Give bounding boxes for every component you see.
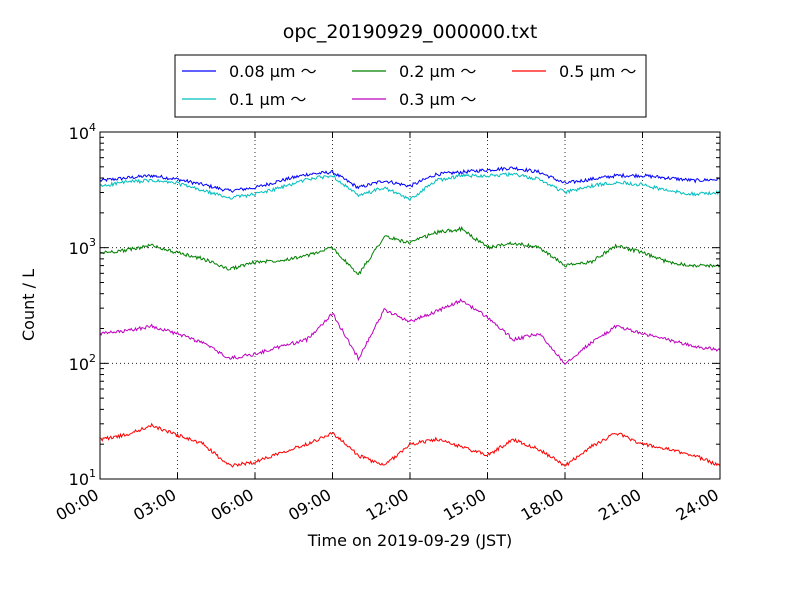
x-tick-label-1200: 12:00 [363, 485, 412, 525]
legend-label-3: 0.3 μm ～ [399, 90, 476, 109]
legend-label-0: 0.08 μm ～ [229, 62, 317, 81]
series-line-1 [99, 171, 721, 202]
y-tick-labels: 101 102 103 104 [69, 121, 96, 489]
chart-title: opc_20190929_000000.txt [283, 21, 538, 43]
y-tick-label-10: 101 [69, 467, 96, 489]
x-tick-label-0000: 00:00 [53, 485, 102, 525]
grid [100, 132, 720, 479]
legend-item-3: 0.3 μm ～ [352, 90, 476, 109]
legend-item-4: 0.5 μm ～ [512, 62, 636, 81]
legend-label-4: 0.5 μm ～ [559, 62, 636, 81]
x-tick-label-0600: 06:00 [208, 485, 257, 525]
x-tick-label-2400: 24:00 [673, 485, 722, 525]
legend-item-1: 0.1 μm ～ [182, 90, 306, 109]
series-line-3 [99, 298, 721, 366]
series-group [99, 166, 721, 468]
legend: 0.08 μm ～ 0.1 μm ～ 0.2 μm ～ 0.3 μm ～ 0.5… [174, 54, 647, 118]
x-tick-label-1500: 15:00 [440, 485, 489, 525]
x-axis-label: Time on 2019-09-29 (JST) [307, 531, 512, 550]
legend-item-2: 0.2 μm ～ [352, 62, 476, 81]
legend-label-2: 0.2 μm ～ [399, 62, 476, 81]
series-line-4 [99, 422, 721, 468]
y-tick-label-10000: 104 [69, 121, 96, 143]
series-line-0 [99, 166, 721, 193]
x-tick-label-1800: 18:00 [518, 485, 567, 525]
series-line-2 [99, 225, 721, 276]
x-tick-labels: 00:00 03:00 06:00 09:00 12:00 15:00 18:0… [53, 485, 722, 525]
x-tick-label-2100: 21:00 [595, 485, 644, 525]
ticks [99, 131, 721, 480]
y-axis-label: Count / L [19, 269, 38, 341]
y-tick-label-1000: 103 [69, 236, 96, 258]
x-tick-label-0300: 03:00 [130, 485, 179, 525]
legend-box [174, 54, 647, 118]
legend-label-1: 0.1 μm ～ [229, 90, 306, 109]
x-tick-label-0900: 09:00 [285, 485, 334, 525]
y-tick-label-100: 102 [69, 352, 96, 374]
legend-item-0: 0.08 μm ～ [182, 62, 317, 81]
